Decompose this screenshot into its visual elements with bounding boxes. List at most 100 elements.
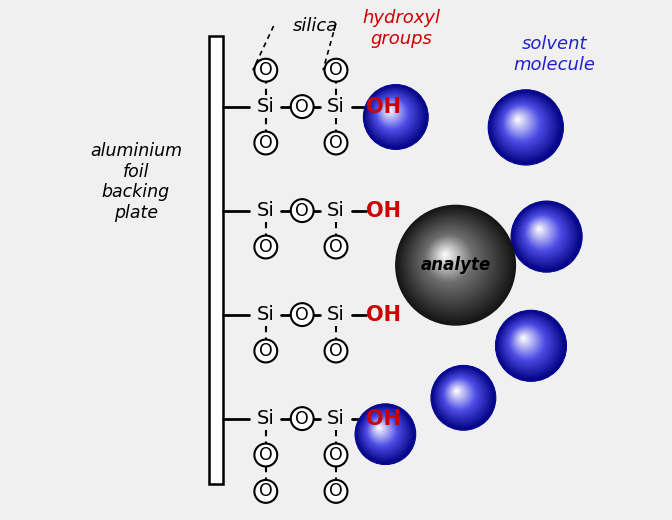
Circle shape	[513, 114, 526, 127]
Circle shape	[538, 228, 540, 230]
Circle shape	[513, 328, 540, 354]
Circle shape	[509, 323, 546, 361]
Circle shape	[358, 407, 412, 461]
Circle shape	[536, 226, 543, 233]
Circle shape	[441, 251, 450, 260]
Circle shape	[493, 95, 555, 157]
Circle shape	[499, 314, 561, 376]
Circle shape	[427, 237, 470, 280]
Circle shape	[516, 118, 520, 122]
Circle shape	[388, 109, 390, 111]
Circle shape	[534, 223, 548, 238]
Circle shape	[419, 228, 483, 293]
Circle shape	[370, 419, 392, 440]
Circle shape	[492, 94, 558, 159]
Circle shape	[375, 96, 411, 132]
Circle shape	[381, 102, 401, 122]
Circle shape	[501, 103, 543, 144]
Circle shape	[434, 369, 491, 425]
Circle shape	[255, 444, 278, 466]
Circle shape	[529, 219, 554, 244]
Circle shape	[515, 205, 577, 267]
Circle shape	[512, 327, 540, 355]
Text: hydroxyl
groups: hydroxyl groups	[362, 9, 440, 48]
Circle shape	[437, 246, 456, 266]
Text: O: O	[259, 342, 273, 360]
Circle shape	[371, 420, 390, 439]
Text: O: O	[295, 202, 309, 219]
Circle shape	[499, 313, 562, 377]
Circle shape	[370, 418, 394, 443]
Circle shape	[509, 324, 545, 360]
Circle shape	[524, 214, 562, 252]
Circle shape	[439, 374, 483, 417]
Text: O: O	[295, 410, 309, 427]
Text: O: O	[259, 134, 273, 152]
Circle shape	[517, 332, 532, 347]
Circle shape	[532, 222, 550, 240]
Bar	[208, 36, 223, 484]
Circle shape	[400, 210, 510, 319]
Circle shape	[525, 215, 560, 251]
Circle shape	[437, 372, 486, 420]
Circle shape	[454, 388, 460, 395]
Circle shape	[401, 210, 508, 318]
Circle shape	[443, 253, 448, 257]
Circle shape	[502, 317, 556, 371]
Circle shape	[441, 375, 481, 415]
Circle shape	[515, 117, 521, 123]
Circle shape	[371, 93, 416, 137]
Text: Si: Si	[327, 97, 345, 116]
Circle shape	[369, 90, 419, 140]
Circle shape	[444, 379, 475, 409]
Circle shape	[372, 93, 415, 136]
Circle shape	[446, 381, 472, 407]
Circle shape	[503, 317, 556, 370]
Circle shape	[442, 377, 478, 412]
Circle shape	[526, 216, 559, 249]
Text: O: O	[259, 61, 273, 79]
Circle shape	[501, 102, 544, 146]
Circle shape	[435, 369, 490, 424]
Circle shape	[366, 87, 424, 145]
Circle shape	[515, 330, 535, 350]
Circle shape	[362, 411, 405, 453]
Circle shape	[503, 318, 554, 369]
Circle shape	[398, 207, 513, 322]
Circle shape	[355, 404, 415, 464]
Circle shape	[513, 115, 524, 126]
Circle shape	[431, 241, 464, 274]
Circle shape	[497, 99, 550, 151]
Circle shape	[370, 92, 417, 138]
Circle shape	[450, 384, 467, 401]
Circle shape	[433, 368, 492, 426]
Circle shape	[396, 206, 514, 323]
Circle shape	[368, 417, 396, 445]
Circle shape	[384, 106, 396, 117]
Circle shape	[519, 210, 569, 259]
Circle shape	[365, 86, 426, 147]
Circle shape	[404, 213, 504, 314]
Text: Si: Si	[327, 409, 345, 428]
Circle shape	[385, 106, 394, 116]
Circle shape	[513, 203, 580, 270]
Circle shape	[378, 426, 380, 430]
Circle shape	[411, 220, 494, 304]
Circle shape	[325, 340, 347, 362]
Circle shape	[366, 87, 425, 146]
Circle shape	[523, 337, 524, 339]
Circle shape	[504, 319, 554, 368]
Circle shape	[367, 88, 423, 145]
Text: Si: Si	[327, 305, 345, 324]
Circle shape	[425, 235, 473, 283]
Circle shape	[364, 412, 403, 451]
Circle shape	[519, 334, 529, 343]
Circle shape	[516, 206, 575, 264]
Circle shape	[386, 108, 392, 114]
Circle shape	[442, 252, 449, 258]
Circle shape	[370, 419, 392, 441]
Circle shape	[506, 108, 536, 137]
Circle shape	[511, 326, 542, 357]
Circle shape	[513, 328, 538, 353]
Circle shape	[255, 480, 278, 503]
